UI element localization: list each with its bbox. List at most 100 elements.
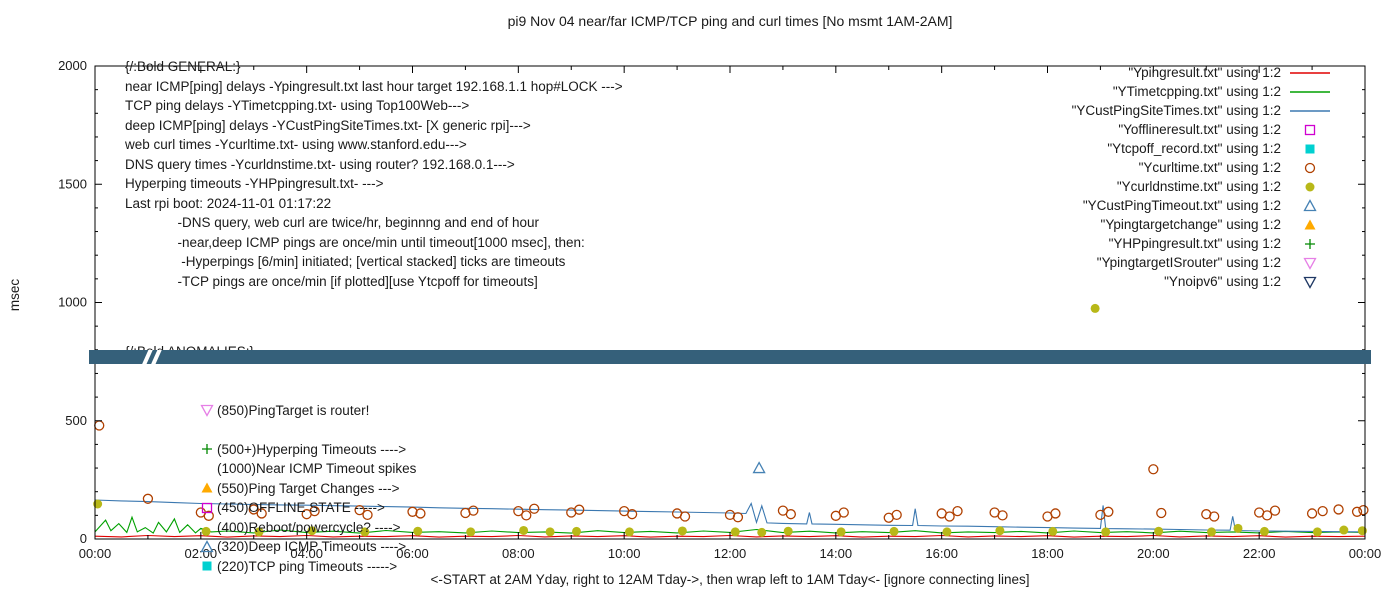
legend: "Ypingresult.txt" using 1:2 "YTimetcpping… [1072,63,1333,291]
legend-entry-Yofflineresult: "Yofflineresult.txt" using 1:2 [1072,120,1333,139]
x-tick-label: 02:00 [185,546,218,561]
y-tick-label: 0 [80,531,87,546]
general-line: DNS query times -Ycurldnstime.txt- using… [125,156,515,172]
anomaly-square-filled-icon [200,559,217,573]
anomaly-text: (400)Reboot/powercycle? ----> [217,519,401,535]
legend-entry-Ycurltime: "Ycurltime.txt" using 1:2 [1072,158,1333,177]
legend-line-sample [1287,103,1333,119]
legend-label: "Yofflineresult.txt" using 1:2 [1118,122,1281,137]
x-tick-label: 16:00 [925,546,958,561]
legend-label: "Ytcpoff_record.txt" using 1:2 [1107,141,1281,156]
general-annotations: {/:Bold GENERAL:} near ICMP[ping] delays … [125,57,623,291]
legend-marker-triangle-up-filled-icon [1287,217,1333,233]
legend-line-sample [1287,84,1333,100]
general-line: -Hyperpings [6/min] initiated; [vertical… [125,254,566,269]
anomaly-triangle-down-open-icon [200,403,217,418]
legend-entry-Ytcpoff_record: "Ytcpoff_record.txt" using 1:2 [1072,139,1333,158]
anomaly-line: (500+)Hyperping Timeouts ----> [200,440,416,460]
legend-entry-Ycurldnstime: "Ycurldnstime.txt" using 1:2 [1072,177,1333,196]
x-tick-label: 12:00 [714,546,747,561]
x-tick-label: 06:00 [396,546,429,561]
legend-entry-YpingtargetISrouter: "YpingtargetISrouter" using 1:2 [1072,253,1333,272]
legend-marker-circle-open-icon [1287,160,1333,176]
anomaly-line: (320)Deep ICMP Timeouts ----> [200,537,416,557]
x-tick-label: 20:00 [1137,546,1170,561]
legend-entry-YCustPingTimeout: "YCustPingTimeout.txt" using 1:2 [1072,196,1333,215]
anomaly-line [200,420,416,440]
legend-entry-YTimetcpping: "YTimetcpping.txt" using 1:2 [1072,82,1333,101]
legend-entry-Ypingtargetchange: "Ypingtargetchange" using 1:2 [1072,215,1333,234]
legend-label: "Ypingresult.txt" using 1:2 [1128,65,1281,80]
legend-entry-YCustPingSiteTimes: "YCustPingSiteTimes.txt" using 1:2 [1072,101,1333,120]
anomalies-annotations: {/:Bold ANOMALIES:} (850)PingTarget is r… [125,303,416,600]
anomaly-text: (220)TCP ping Timeouts -----> [217,558,398,574]
general-line: -DNS query, web curl are twice/hr, begin… [125,215,539,230]
legend-marker-plus-icon [1287,236,1333,252]
anomaly-plus-icon [200,442,217,456]
x-tick-label: 04:00 [290,546,323,561]
x-tick-label: 22:00 [1243,546,1276,561]
timeout-tick-band [89,349,1371,364]
anomaly-line: (550)Ping Target Changes ---> [200,479,416,499]
legend-marker-triangle-down-open-icon [1287,274,1333,290]
x-tick-label: 10:00 [608,546,641,561]
general-line: Hyperping timeouts -YHPpingresult.txt- -… [125,176,384,191]
y-tick-label: 2000 [58,58,87,73]
x-tick-label: 00:00 [79,546,112,561]
y-axis-label: msec [7,278,22,312]
anomaly-text: (850)PingTarget is router! [217,402,370,418]
general-line: Last rpi boot: 2024-11-01 01:17:22 [125,195,332,211]
legend-entry-YHPpingresult: "YHPpingresult.txt" using 1:2 [1072,234,1333,253]
general-line: {/:Bold GENERAL:} [125,59,241,74]
anomaly-square-open-icon [200,501,217,515]
anomaly-text: (450)OFFLINE STATE -----> [217,500,385,515]
anomaly-line: (450)OFFLINE STATE -----> [200,498,416,518]
anomaly-line: (400)Reboot/powercycle? ----> [200,518,416,538]
y-tick-label: 1000 [58,295,87,310]
x-axis-label: <-START at 2AM Yday, right to 12AM Tday-… [430,572,1030,587]
x-tick-label: 18:00 [1031,546,1064,561]
y-tick-label: 1500 [58,176,87,191]
legend-line-sample [1287,65,1333,81]
anomaly-text: (550)Ping Target Changes ---> [217,480,400,496]
legend-label: "Ynoipv6" using 1:2 [1164,274,1281,289]
series-points-YCustPingTimeout [752,461,766,474]
anomaly-line: (220)TCP ping Timeouts -----> [200,557,416,577]
general-line: web curl times -Ycurltime.txt- using www… [125,137,467,152]
legend-label: "Ycurltime.txt" using 1:2 [1138,160,1281,175]
anomaly-text: (1000)Near ICMP Timeout spikes [217,461,417,476]
legend-label: "Ypingtargetchange" using 1:2 [1100,217,1281,232]
legend-label: "YpingtargetISrouter" using 1:2 [1096,255,1281,270]
anomalies-lines: (850)PingTarget is router! (500+)Hyperpin… [125,401,416,577]
legend-label: "YTimetcpping.txt" using 1:2 [1112,84,1281,99]
x-tick-label: 08:00 [502,546,535,561]
anomaly-triangle-up-filled-icon [200,481,217,495]
series-line-YTimetcpping [94,515,1366,534]
general-line: deep ICMP[ping] delays -YCustPingSiteTim… [125,117,531,133]
legend-marker-triangle-down-open-icon [1287,255,1333,271]
legend-marker-square-filled-icon [1287,141,1333,157]
legend-marker-circle-filled-icon [1287,179,1333,195]
anomaly-text: (320)Deep ICMP Timeouts ----> [217,539,407,554]
general-line: -TCP pings are once/min [if plotted][use… [125,273,538,289]
legend-marker-square-open-icon [1287,122,1333,138]
x-tick-label: 14:00 [820,546,853,561]
series-points-Ycurltime [94,420,1369,523]
y-tick-label: 500 [65,413,87,428]
general-line: near ICMP[ping] delays -Ypingresult.txt … [125,78,623,94]
legend-label: "YCustPingTimeout.txt" using 1:2 [1082,198,1281,213]
legend-marker-triangle-up-open-icon [1287,198,1333,214]
legend-entry-Ynoipv6: "Ynoipv6" using 1:2 [1072,272,1333,291]
x-tick-label: 00:00 [1349,546,1382,561]
general-line: -near,deep ICMP pings are once/min until… [125,234,585,250]
legend-label: "YHPpingresult.txt" using 1:2 [1108,236,1281,251]
chart-title: pi9 Nov 04 near/far ICMP/TCP ping and cu… [507,13,953,29]
anomaly-line: (850)PingTarget is router! [200,401,416,421]
legend-entry-Ypingresult: "Ypingresult.txt" using 1:2 [1072,63,1333,82]
anomaly-triangle-up-open-icon [200,539,217,554]
legend-label: "Ycurldnstime.txt" using 1:2 [1116,179,1281,194]
anomaly-text: (500+)Hyperping Timeouts ----> [217,441,407,457]
general-line: TCP ping delays -YTimetcpping.txt- using… [125,98,470,113]
